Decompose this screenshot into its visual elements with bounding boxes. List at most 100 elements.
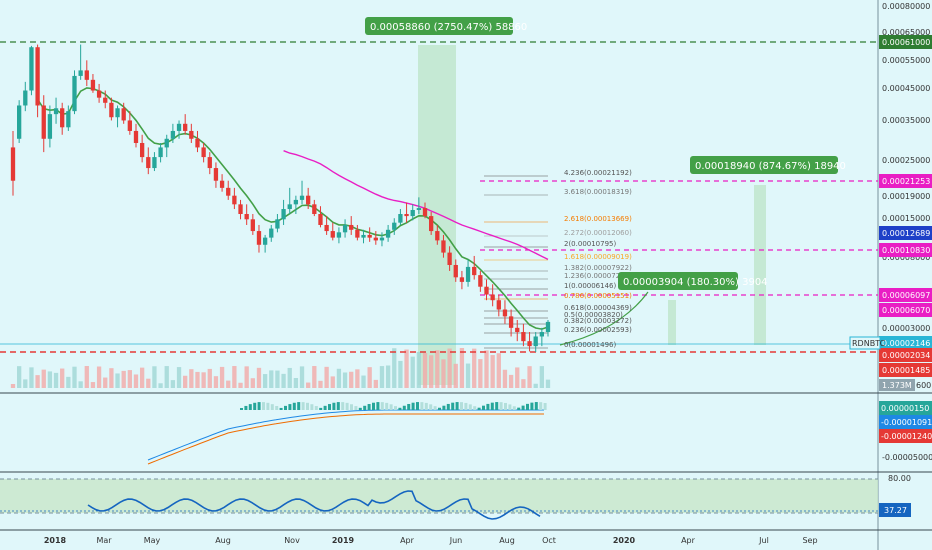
candle-body xyxy=(521,332,526,342)
candle-body xyxy=(109,102,114,118)
candle-body xyxy=(379,237,385,241)
macd-histogram-bar xyxy=(543,403,547,410)
candle-body xyxy=(392,222,397,230)
macd-histogram-bar xyxy=(517,407,521,410)
fib-label: 0.236(0.00002593) xyxy=(564,326,632,334)
volume-bars xyxy=(10,348,551,388)
volume-bar xyxy=(244,366,249,388)
macd-histogram-bar xyxy=(464,402,468,410)
candle-body xyxy=(256,231,262,245)
macd-histogram-bar xyxy=(521,405,525,410)
volume-bar xyxy=(392,348,397,388)
macd-signal-line xyxy=(147,413,544,465)
macd-histogram-bar xyxy=(328,404,331,410)
macd-histogram-bar xyxy=(504,402,507,410)
volume-bar xyxy=(287,367,292,388)
candle-body xyxy=(324,224,329,232)
rsi-pane xyxy=(0,490,878,520)
macd-histogram-bar xyxy=(389,404,393,410)
macd-histogram-bar xyxy=(446,403,450,410)
macd-histogram-bar xyxy=(319,407,323,410)
candle-body xyxy=(164,138,169,148)
candle-body xyxy=(195,138,200,148)
annotation-text: 0.00003904 (180.30%) 3904 xyxy=(623,277,768,288)
macd-histogram-bar xyxy=(306,402,309,410)
macd-histogram-bar xyxy=(451,402,455,410)
candle-body xyxy=(349,224,354,230)
macd-histogram-bar xyxy=(429,404,433,410)
candle-body xyxy=(539,332,545,337)
macd-histogram-bar xyxy=(367,404,371,410)
macd-histogram-bar xyxy=(468,404,472,410)
macd-histogram-bar xyxy=(424,402,428,410)
macd-histogram-bar xyxy=(284,405,287,410)
candle-body xyxy=(238,204,243,215)
candle-body xyxy=(441,240,446,253)
candle-body xyxy=(176,123,182,131)
price-badge-label: 0.00010830 xyxy=(882,246,930,255)
price-badge xyxy=(879,288,932,302)
volume-bar xyxy=(60,368,65,388)
fib-label: 1.382(0.00007922) xyxy=(564,264,632,272)
macd-histogram-bar xyxy=(310,404,314,410)
macd-badge-label: 0.00000150 xyxy=(881,404,929,413)
candle-body xyxy=(158,147,163,158)
annotations: 0.00058860 (2750.47%) 58860 0.00018940 (8… xyxy=(365,17,846,290)
candle-body xyxy=(527,341,532,347)
candle-body xyxy=(496,300,501,310)
fib-label: 2(0.00010795) xyxy=(564,240,616,248)
volume-bar xyxy=(502,369,508,388)
macd-histogram-bar xyxy=(490,402,494,410)
candle-body xyxy=(472,266,477,276)
price-axis-label: 0.00055000 xyxy=(882,56,930,65)
candle-body xyxy=(287,204,292,210)
candle-body xyxy=(385,229,391,238)
candle-body xyxy=(115,108,120,118)
macd-histogram-bar xyxy=(486,403,490,410)
candle-body xyxy=(29,47,34,91)
volume-bar xyxy=(349,371,354,388)
candle-body xyxy=(127,120,132,131)
macd-histogram-bar xyxy=(539,402,543,410)
volume-bar xyxy=(47,371,53,388)
fib-label: 2.618(0.00013669) xyxy=(564,215,632,223)
volume-bar xyxy=(109,368,114,388)
candle-body xyxy=(66,111,71,128)
macd-histogram-bar xyxy=(508,404,512,410)
volume-bar xyxy=(238,382,243,388)
ema-line xyxy=(36,87,549,330)
macd-histogram-bar xyxy=(398,407,402,410)
volume-bar xyxy=(478,359,483,388)
candle-body xyxy=(478,275,483,287)
candle-body xyxy=(262,237,268,245)
candle-body xyxy=(133,130,139,143)
volume-bar xyxy=(484,350,489,388)
volume-bar xyxy=(281,373,286,388)
price-badge xyxy=(879,35,932,49)
candle-body xyxy=(226,187,231,196)
volume-bar xyxy=(318,380,323,388)
highlight-band-3 xyxy=(668,300,676,345)
price-axis-label: 0.00080000 xyxy=(882,2,930,11)
macd-histogram-bar xyxy=(376,402,380,410)
candle-body xyxy=(47,114,53,139)
macd-histogram-bar xyxy=(363,405,367,410)
fib-label: 1.618(0.00009019) xyxy=(564,253,632,261)
candle-body xyxy=(244,214,249,220)
volume-bar xyxy=(10,384,16,388)
price-axis-label: 0.00015000 xyxy=(882,214,930,223)
volume-bar xyxy=(121,370,126,388)
macd-histogram-bar xyxy=(394,406,397,410)
moving-averages xyxy=(36,87,549,330)
candle-body xyxy=(515,327,520,333)
annotation-box xyxy=(365,17,513,35)
volume-bar xyxy=(183,375,188,388)
volume-bar xyxy=(355,369,360,388)
candle-body xyxy=(299,195,305,200)
price-badge xyxy=(879,336,932,350)
macd-histogram-bar xyxy=(240,408,243,410)
sma-line xyxy=(283,150,549,261)
candle-body xyxy=(361,234,366,238)
fib-label: 0(0.00001496) xyxy=(564,341,616,349)
